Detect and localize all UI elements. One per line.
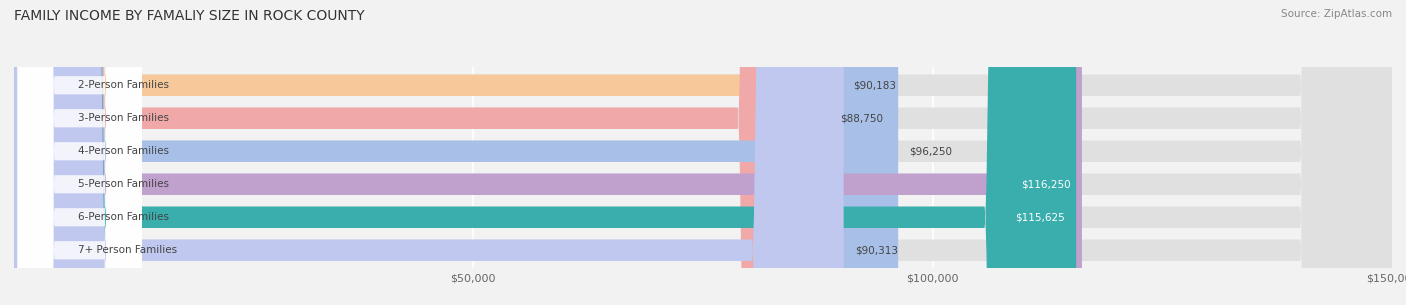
Text: 7+ Person Families: 7+ Person Families: [79, 245, 177, 255]
FancyBboxPatch shape: [14, 0, 830, 305]
Text: 6-Person Families: 6-Person Families: [79, 212, 169, 222]
Text: $90,183: $90,183: [853, 80, 897, 90]
FancyBboxPatch shape: [14, 0, 844, 305]
FancyBboxPatch shape: [14, 0, 1392, 305]
FancyBboxPatch shape: [18, 0, 142, 305]
FancyBboxPatch shape: [18, 0, 142, 305]
FancyBboxPatch shape: [18, 0, 142, 305]
Text: $116,250: $116,250: [1021, 179, 1071, 189]
FancyBboxPatch shape: [14, 0, 1083, 305]
FancyBboxPatch shape: [14, 0, 1392, 305]
Text: $88,750: $88,750: [841, 113, 883, 123]
Text: $90,313: $90,313: [855, 245, 897, 255]
FancyBboxPatch shape: [18, 0, 142, 305]
FancyBboxPatch shape: [14, 0, 1392, 305]
Text: 3-Person Families: 3-Person Families: [79, 113, 169, 123]
Text: $115,625: $115,625: [1015, 212, 1066, 222]
Text: 2-Person Families: 2-Person Families: [79, 80, 169, 90]
FancyBboxPatch shape: [14, 0, 1392, 305]
Text: $96,250: $96,250: [910, 146, 952, 156]
FancyBboxPatch shape: [14, 0, 898, 305]
Text: 4-Person Families: 4-Person Families: [79, 146, 169, 156]
Text: Source: ZipAtlas.com: Source: ZipAtlas.com: [1281, 9, 1392, 19]
FancyBboxPatch shape: [14, 0, 1392, 305]
FancyBboxPatch shape: [14, 0, 842, 305]
Text: FAMILY INCOME BY FAMALIY SIZE IN ROCK COUNTY: FAMILY INCOME BY FAMALIY SIZE IN ROCK CO…: [14, 9, 364, 23]
FancyBboxPatch shape: [14, 0, 1076, 305]
FancyBboxPatch shape: [14, 0, 1392, 305]
FancyBboxPatch shape: [18, 0, 142, 305]
Text: 5-Person Families: 5-Person Families: [79, 179, 169, 189]
FancyBboxPatch shape: [18, 0, 142, 305]
